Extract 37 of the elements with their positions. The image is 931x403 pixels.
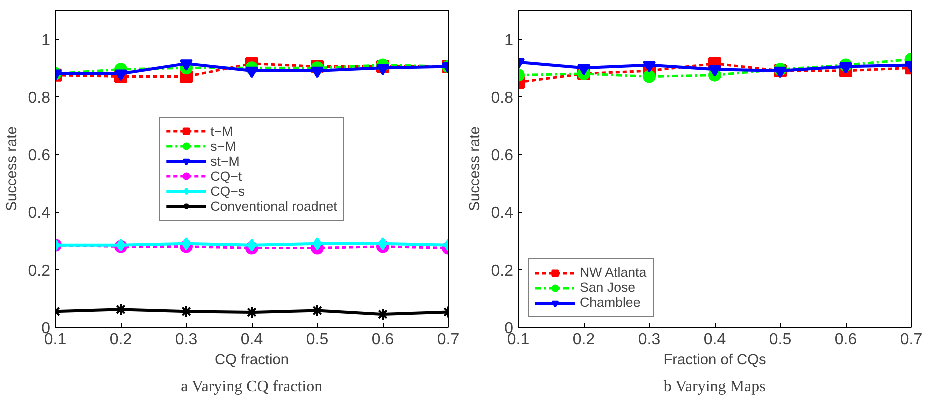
x-tick-label: 0.5 bbox=[769, 332, 792, 348]
y-tick-label: 0.2 bbox=[28, 262, 51, 280]
y-tick-label: 0.4 bbox=[491, 205, 514, 222]
y-tick-label: 0.2 bbox=[491, 262, 514, 280]
x-tick-label: 0.4 bbox=[240, 332, 264, 348]
y-tick-label: 0.6 bbox=[491, 148, 514, 165]
y-axis-title: Success rate bbox=[467, 126, 484, 212]
y-tick-label: 0.8 bbox=[491, 90, 514, 107]
legend-label: San Jose bbox=[580, 280, 636, 295]
y-axis-title: Success rate bbox=[4, 126, 20, 212]
x-tick-label: 0.6 bbox=[834, 332, 858, 348]
y-tick-label: 1 bbox=[42, 32, 51, 50]
legend-label: s−M bbox=[210, 138, 236, 154]
legend-label: NW Atlanta bbox=[580, 265, 647, 280]
x-tick-label: 0.2 bbox=[110, 332, 132, 348]
legend-label: st−M bbox=[210, 154, 240, 168]
x-tick-label: 0.3 bbox=[175, 332, 198, 348]
legend-label: t−M bbox=[210, 124, 234, 138]
x-tick-label: 0.6 bbox=[372, 332, 394, 348]
y-tick-label: 1 bbox=[504, 32, 514, 50]
text: b Varying Maps bbox=[664, 378, 766, 396]
y-tick-label: 0.6 bbox=[28, 148, 51, 165]
legend-label: Conventional roadnet bbox=[210, 198, 338, 214]
y-tick-label: 0.4 bbox=[28, 205, 51, 222]
x-tick-label: 0.5 bbox=[306, 332, 329, 348]
x-axis-title: CQ fraction bbox=[214, 352, 290, 368]
x-axis-title: Fraction of CQs bbox=[664, 352, 766, 368]
legend-label: CQ−t bbox=[210, 168, 242, 184]
x-tick-label: 0.2 bbox=[572, 332, 596, 348]
legend-label: CQ−s bbox=[210, 184, 246, 198]
x-tick-label: 0.7 bbox=[900, 332, 923, 348]
x-tick-label: 0.4 bbox=[704, 332, 726, 348]
text: a Varying CQ fraction bbox=[181, 378, 323, 396]
y-tick-label: 0.8 bbox=[28, 90, 51, 107]
legend-label: Chamblee bbox=[580, 295, 641, 310]
x-tick-label: 0.7 bbox=[437, 332, 460, 348]
x-tick-label: 0.3 bbox=[638, 332, 661, 348]
